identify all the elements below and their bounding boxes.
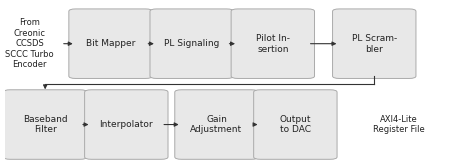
Text: Pilot In-
sertion: Pilot In- sertion: [255, 34, 289, 54]
FancyBboxPatch shape: [150, 9, 233, 78]
FancyBboxPatch shape: [253, 90, 336, 159]
FancyBboxPatch shape: [174, 90, 257, 159]
FancyBboxPatch shape: [4, 90, 87, 159]
Text: Output
to DAC: Output to DAC: [279, 115, 310, 134]
Text: Bit Mapper: Bit Mapper: [86, 39, 135, 48]
FancyBboxPatch shape: [332, 9, 415, 78]
FancyBboxPatch shape: [69, 9, 152, 78]
Text: PL Scram-
bler: PL Scram- bler: [351, 34, 396, 54]
Text: AXI4-Lite
Register File: AXI4-Lite Register File: [372, 115, 424, 134]
FancyBboxPatch shape: [84, 90, 168, 159]
Text: Interpolator: Interpolator: [99, 120, 153, 129]
Text: From
Creonic
CCSDS
SCCC Turbo
Encoder: From Creonic CCSDS SCCC Turbo Encoder: [5, 18, 54, 69]
Text: PL Signaling: PL Signaling: [164, 39, 219, 48]
Text: Gain
Adjustment: Gain Adjustment: [190, 115, 242, 134]
FancyBboxPatch shape: [230, 9, 314, 78]
Text: Baseband
Filter: Baseband Filter: [23, 115, 67, 134]
